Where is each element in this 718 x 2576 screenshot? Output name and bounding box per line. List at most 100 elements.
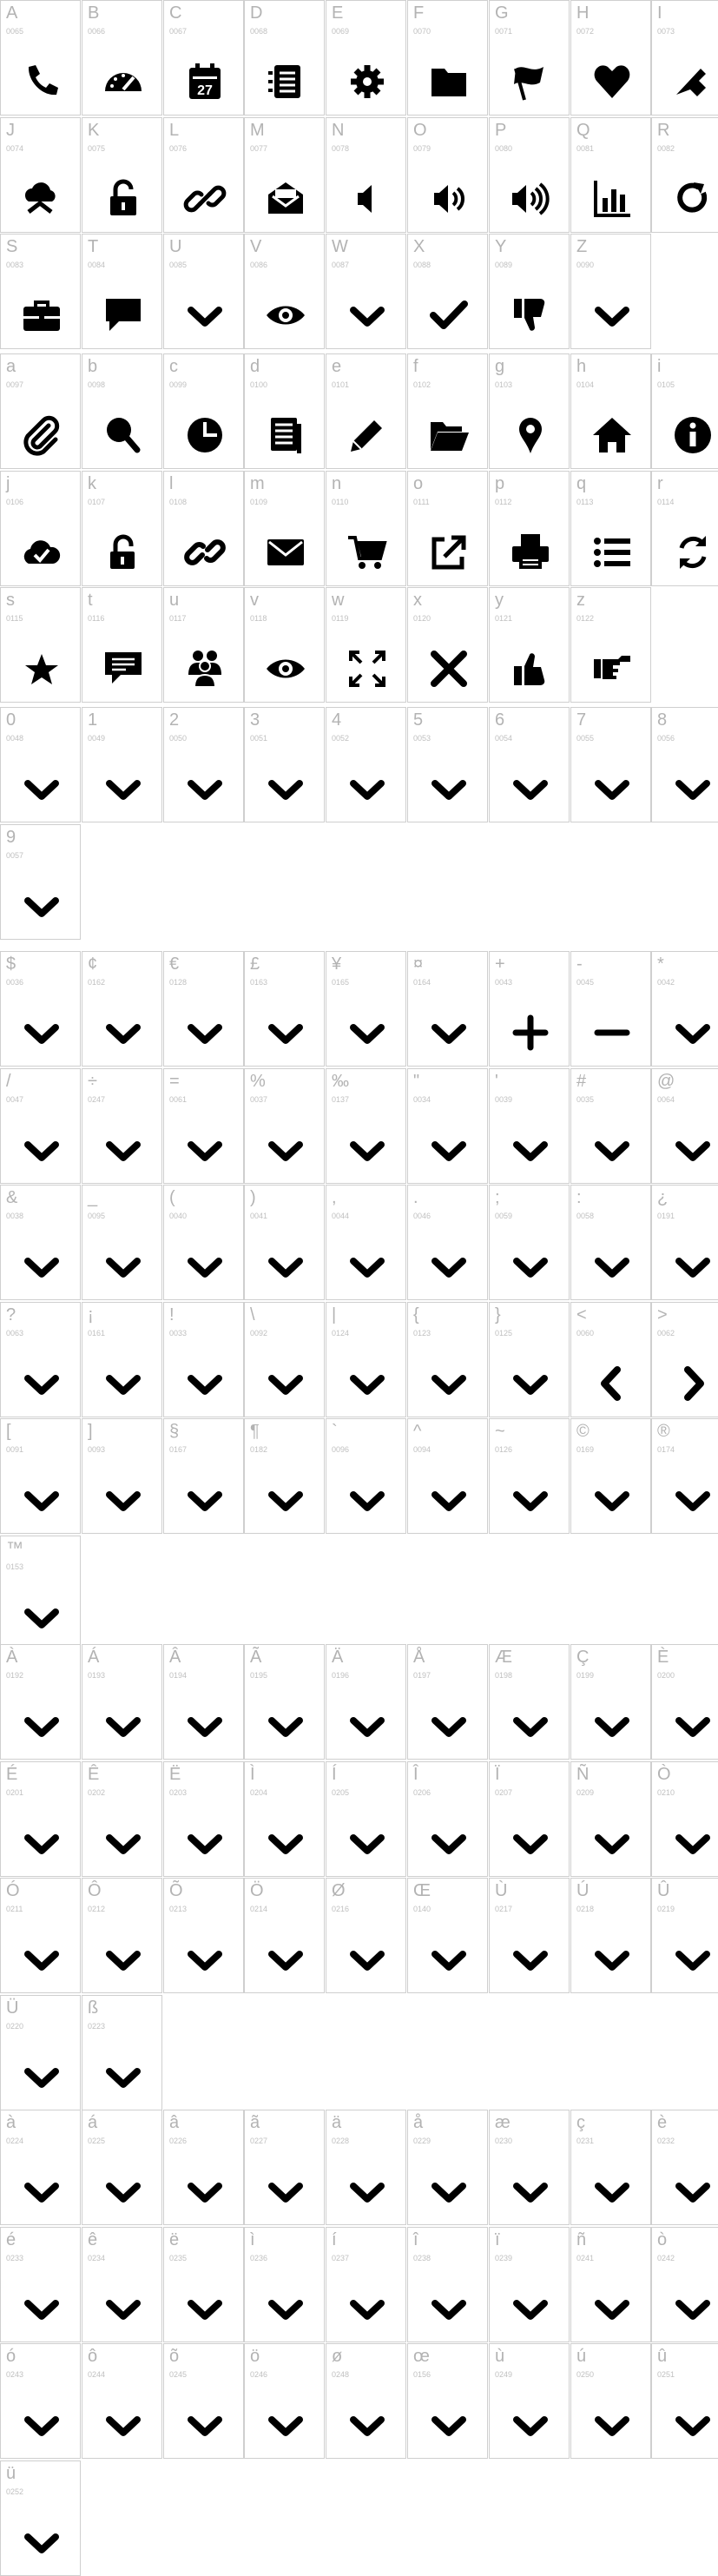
- sync-icon: [671, 531, 715, 574]
- glyph-cell: €0128: [163, 951, 244, 1067]
- glyph-char-label: Ô: [88, 1881, 102, 1900]
- glyph-code-label: 0083: [6, 261, 24, 269]
- glyph-char-label: Ñ: [576, 1765, 590, 1784]
- glyph-code-label: 0103: [495, 380, 513, 389]
- glyph-code-label: 0033: [169, 1329, 188, 1338]
- glyph-char-label: Æ: [495, 1648, 512, 1667]
- glyph-cell: ö 0246: [244, 2343, 325, 2459]
- glyph-code-label: 0119: [332, 614, 349, 623]
- eye-icon: [264, 647, 307, 690]
- glyph-char-label: ó: [6, 2347, 16, 2366]
- glyph-char-label: ¿: [657, 1188, 669, 1207]
- chevron-down-icon: [20, 1478, 63, 1522]
- glyph-cell: n 0110: [326, 471, 406, 586]
- chevron-down-icon: [20, 767, 63, 810]
- glyph-cell: ¢ 0162: [82, 951, 162, 1067]
- glyph-cell: ó 0243: [0, 2343, 81, 2459]
- chevron-down-icon: [671, 1938, 715, 1981]
- glyph-cell: È 0200: [651, 1644, 718, 1760]
- glyph-char-label: e: [332, 357, 342, 376]
- glyph-cell: (0040: [163, 1185, 244, 1300]
- glyph-cell: 9 0057: [0, 824, 81, 940]
- glyph-code-label: 0199: [576, 1671, 595, 1680]
- glyph-cell: ÷ 0247: [82, 1068, 162, 1184]
- glyph-char-label: Ç: [576, 1648, 590, 1667]
- glyph-char-label: ù: [495, 2347, 505, 2366]
- chevron-down-icon: [183, 2287, 227, 2330]
- glyph-cell: } 0125: [489, 1302, 570, 1417]
- glyph-char-label: a: [6, 357, 16, 376]
- glyph-code-label: 0121: [495, 614, 513, 623]
- glyph-cell: 8 0056: [651, 707, 718, 822]
- chevron-down-icon: [427, 1245, 471, 1288]
- glyph-code-label: 0209: [576, 1788, 595, 1797]
- chevron-down-icon: [427, 1478, 471, 1522]
- glyph-code-label: 0220: [6, 2022, 24, 2031]
- glyph-cell: D 0068: [244, 0, 325, 116]
- glyph-char-label: Ù: [495, 1881, 508, 1900]
- glyph-code-label: 0224: [6, 2137, 24, 2145]
- chevron-down-icon: [183, 1128, 227, 1172]
- expand-icon: [346, 647, 389, 690]
- glyph-code-label: 0233: [6, 2254, 24, 2262]
- chevron-down-icon: [427, 1821, 471, 1865]
- chevron-down-icon: [346, 1362, 389, 1405]
- glyph-char-label: f: [413, 357, 418, 376]
- glyph-code-label: 0232: [657, 2137, 675, 2145]
- chevron-down-icon: [671, 1128, 715, 1172]
- glyph-cell: Ó 0211: [0, 1878, 81, 1993]
- glyph-char-label: Q: [576, 121, 590, 140]
- glyph-char-label: Ê: [88, 1765, 100, 1784]
- glyph-cell: C 0067 27: [163, 0, 244, 116]
- glyph-cell: Å 0197: [407, 1644, 488, 1760]
- chevron-down-icon: [183, 2170, 227, 2213]
- glyph-code-label: 0198: [495, 1671, 513, 1680]
- pencil-icon: [346, 413, 389, 457]
- chevron-down-icon: [264, 1704, 307, 1747]
- glyph-cell: Ñ 0209: [570, 1761, 651, 1877]
- glyph-char-label: ;: [495, 1188, 500, 1207]
- glyph-cell: © 0169: [570, 1418, 651, 1534]
- glyph-char-label: È: [657, 1648, 669, 1667]
- glyph-cell: Z 0090: [570, 234, 651, 349]
- glyph-cell: i 0105: [651, 353, 718, 469]
- gear-icon: [346, 60, 389, 103]
- glyph-char-label: æ: [495, 2113, 511, 2132]
- glyph-char-label: X: [413, 237, 425, 256]
- speech-bubble-icon: [102, 294, 145, 337]
- glyph-char-label: A: [6, 3, 18, 23]
- glyph-char-label: ¥: [332, 954, 342, 974]
- chevron-down-icon: [346, 294, 389, 337]
- glyph-code-label: 0124: [332, 1329, 350, 1338]
- glyph-code-label: 0069: [332, 27, 350, 36]
- home-icon: [590, 413, 634, 457]
- glyph-cell: {0123: [407, 1302, 488, 1417]
- glyph-code-label: 0093: [88, 1445, 106, 1454]
- link-icon: [183, 177, 227, 221]
- glyph-code-label: 0234: [88, 2254, 106, 2262]
- glyph-char-label: ?: [6, 1305, 16, 1324]
- chevron-down-icon: [590, 1704, 634, 1747]
- glyph-cell: | 0124: [326, 1302, 406, 1417]
- document-icon: [264, 413, 307, 457]
- glyph-cell: í 0237: [326, 2227, 406, 2342]
- glyph-code-label: 0192: [6, 1671, 24, 1680]
- glyph-code-label: 0205: [332, 1788, 350, 1797]
- glyph-char-label: €: [169, 954, 180, 974]
- glyph-cell: Ë 0203: [163, 1761, 244, 1877]
- glyph-char-label: #: [576, 1072, 587, 1091]
- glyph-char-label: õ: [169, 2347, 180, 2366]
- chevron-down-icon: [264, 1821, 307, 1865]
- glyph-code-label: 0037: [250, 1095, 268, 1104]
- glyph-code-label: 0226: [169, 2137, 188, 2145]
- glyph-cell: h 0104: [570, 353, 651, 469]
- glyph-char-label: Û: [657, 1881, 670, 1900]
- glyph-cell: ô 0244: [82, 2343, 162, 2459]
- glyph-cell: w 0119: [326, 587, 406, 703]
- glyph-char-label: o: [413, 474, 424, 493]
- paperclip-icon: [20, 413, 63, 457]
- glyph-cell: 4 0052: [326, 707, 406, 822]
- glyph-cell: Æ 0198: [489, 1644, 570, 1760]
- glyph-char-label: +: [495, 954, 505, 974]
- glyph-cell: 1 0049: [82, 707, 162, 822]
